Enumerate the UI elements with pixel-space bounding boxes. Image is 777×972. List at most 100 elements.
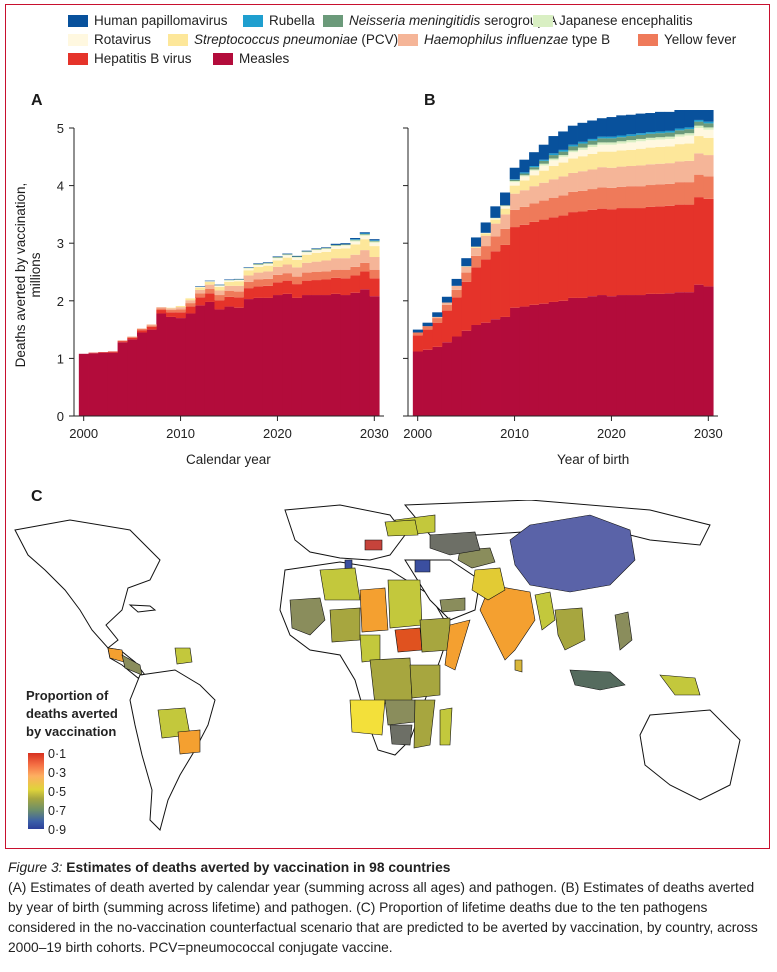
bar-segment: [684, 292, 695, 416]
bar-segment: [577, 171, 588, 191]
country-zimbabwe: [389, 724, 413, 746]
bar-segment: [243, 267, 254, 268]
bar-segment: [500, 205, 511, 207]
bar-segment: [693, 174, 704, 198]
bar-segment: [291, 267, 303, 277]
color-scale-tick: 0·3: [48, 766, 67, 780]
bar-segment: [330, 277, 341, 294]
bar-segment: [291, 255, 303, 257]
bar-segment: [509, 182, 520, 186]
bar-segment: [340, 244, 351, 246]
bar-segment: [519, 206, 530, 225]
legend-swatch: [213, 52, 233, 65]
bar-segment: [441, 296, 452, 303]
bar-segment: [693, 284, 704, 416]
bar-segment: [645, 140, 656, 148]
bar-segment: [567, 144, 578, 147]
bar-segment: [606, 187, 617, 210]
bar-segment: [88, 353, 99, 416]
bar-segment: [350, 239, 361, 241]
bar-segment: [166, 310, 177, 313]
bar-segment: [509, 185, 520, 194]
bar-segment: [282, 254, 293, 256]
bar-segment: [577, 211, 588, 298]
bar-segment: [490, 251, 501, 320]
bar-segment: [262, 297, 273, 416]
bar-segment: [529, 203, 540, 222]
bar-segment: [350, 239, 361, 240]
bar-segment: [596, 142, 607, 145]
bar-segment: [412, 335, 423, 352]
bar-segment: [655, 137, 666, 140]
bar-segment: [282, 255, 293, 258]
bar-segment: [587, 147, 598, 154]
bar-segment: [321, 279, 332, 296]
bar-segment: [311, 250, 322, 253]
bar-segment: [146, 325, 157, 327]
bar-segment: [243, 281, 254, 289]
bar-segment: [635, 295, 646, 416]
bar-segment: [224, 296, 235, 307]
bar-segment: [282, 254, 293, 255]
bar-segment: [645, 185, 656, 207]
bar-segment: [136, 332, 148, 416]
bar-segment: [272, 266, 283, 275]
bar-segment: [243, 288, 254, 300]
bar-segment: [684, 135, 695, 144]
bar-segment: [127, 337, 138, 338]
caribbean: [128, 604, 157, 613]
bar-segment: [684, 182, 695, 205]
bar-segment: [655, 184, 666, 207]
legend-item: Rubella: [243, 13, 315, 28]
bar-segment: [369, 257, 380, 270]
bar-segment: [369, 269, 380, 279]
figure-caption: Figure 3: Estimates of deaths averted by…: [8, 858, 770, 958]
y-tick-label: 3: [57, 236, 64, 251]
bar-segment: [616, 143, 627, 151]
bar-segment: [146, 329, 157, 416]
bar-segment: [412, 332, 423, 336]
bar-segment: [262, 262, 273, 264]
bar-segment: [587, 138, 598, 141]
bar-segment: [674, 292, 685, 416]
bar-segment: [596, 151, 607, 168]
bar-segment: [693, 136, 704, 154]
bar-segment: [272, 260, 283, 267]
bar-segment: [330, 244, 341, 246]
bar-segment: [703, 176, 714, 199]
bar-segment: [635, 208, 646, 296]
country-syria: [414, 559, 431, 573]
y-tick-label: 0: [57, 409, 64, 424]
bar-segment: [156, 313, 167, 416]
bar-segment: [548, 301, 559, 416]
bar-segment: [359, 289, 370, 416]
bar-segment: [117, 340, 128, 342]
bar-segment: [558, 155, 569, 157]
bar-segment: [655, 206, 666, 294]
bar-segment: [422, 322, 433, 327]
bar-segment: [490, 219, 501, 224]
bar-segment: [529, 166, 540, 168]
bar-segment: [156, 310, 167, 314]
legend-item: Hepatitis B virus: [68, 51, 192, 66]
bar-segment: [674, 130, 685, 135]
bar-segment: [655, 293, 666, 416]
bar-segment: [606, 151, 617, 168]
bar-segment: [538, 170, 549, 183]
bar-segment: [635, 141, 646, 149]
legend-swatch: [323, 14, 343, 27]
country-angola: [349, 699, 386, 736]
bar-segment: [693, 197, 704, 285]
bar-segment: [461, 258, 472, 267]
bar-segment: [451, 336, 462, 416]
bar-segment: [606, 167, 617, 188]
bar-segment: [311, 295, 322, 416]
bar-segment: [136, 330, 148, 333]
bar-segment: [185, 313, 196, 416]
bar-segment: [432, 312, 443, 317]
country-mexico: [107, 647, 125, 663]
bar-segment: [127, 337, 138, 340]
country-somalia: [444, 619, 471, 671]
bar-segment: [664, 132, 675, 137]
bar-segment: [480, 246, 491, 260]
